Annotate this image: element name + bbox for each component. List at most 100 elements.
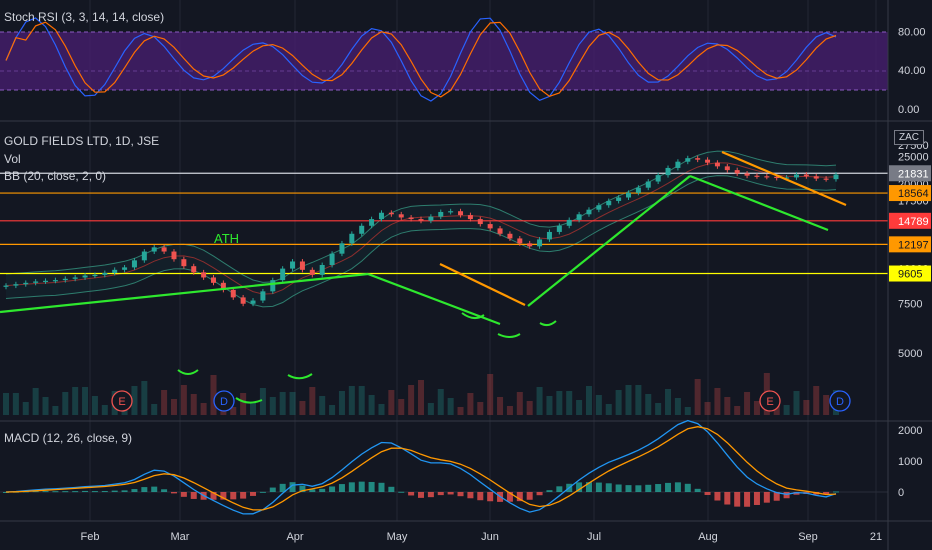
- candle-11: [112, 267, 118, 276]
- candle-6: [62, 276, 68, 283]
- candle-65: [645, 179, 651, 191]
- candle-38: [378, 210, 384, 222]
- volume-bar-35: [348, 386, 355, 415]
- macd-hist-bar-9: [91, 491, 98, 493]
- volume-bar-57: [566, 391, 573, 415]
- macd-hist-bar-14: [141, 487, 148, 492]
- macd-hist-bar-37: [368, 481, 375, 492]
- candle-68: [675, 159, 681, 171]
- volume-bar-83: [823, 395, 830, 415]
- level-tag-12197: 12197: [889, 236, 931, 253]
- candle-44: [438, 209, 444, 220]
- volume-bar-79: [783, 405, 790, 415]
- candle-74: [734, 167, 740, 176]
- volume-bars: [3, 373, 839, 415]
- macd-hist-bar-13: [131, 489, 138, 492]
- trendline-aug-orange: [721, 150, 847, 207]
- stoch-tick-0.00: 0.00: [898, 104, 919, 116]
- svg-text:E: E: [118, 396, 125, 408]
- volume-bar-44: [437, 389, 444, 415]
- svg-text:9605: 9605: [898, 269, 922, 281]
- event-marker-D-1[interactable]: D: [213, 390, 235, 412]
- svg-text:21831: 21831: [898, 168, 929, 180]
- event-marker-D-3[interactable]: D: [829, 390, 851, 412]
- volume-bar-80: [793, 391, 800, 415]
- x-label-Apr: Apr: [286, 531, 303, 543]
- macd-hist-bar-7: [72, 491, 79, 493]
- macd-hist-bar-43: [427, 492, 434, 498]
- volume-bar-56: [556, 391, 563, 415]
- x-label-21: 21: [870, 531, 882, 543]
- volume-bar-46: [457, 407, 464, 415]
- candle-81: [803, 172, 809, 179]
- volume-bar-36: [358, 386, 365, 415]
- candle-25: [250, 298, 256, 307]
- volume-bar-53: [526, 401, 533, 415]
- volume-bar-13: [131, 386, 138, 415]
- volume-bar-48: [477, 402, 484, 415]
- candle-52: [517, 236, 523, 246]
- macd-pane: [0, 419, 888, 515]
- candle-36: [359, 223, 365, 237]
- candle-35: [349, 231, 355, 246]
- macd-hist-bar-18: [180, 492, 187, 497]
- candle-69: [685, 155, 691, 165]
- candle-13: [131, 257, 137, 270]
- symbol-title[interactable]: GOLD FIELDS LTD, 1D, JSE: [4, 134, 160, 148]
- macd-hist-bar-74: [734, 492, 741, 507]
- volume-bar-20: [200, 403, 207, 415]
- volume-bar-60: [595, 395, 602, 415]
- candle-29: [290, 259, 296, 272]
- candle-61: [606, 198, 612, 208]
- macd-hist-bar-19: [190, 492, 197, 499]
- candle-34: [339, 240, 345, 257]
- event-marker-E-2[interactable]: E: [759, 390, 781, 412]
- candle-28: [280, 266, 286, 283]
- volume-bar-30: [299, 401, 306, 415]
- volume-bar-81: [803, 400, 810, 415]
- macd-hist-bar-26: [259, 491, 266, 493]
- candle-1: [13, 281, 19, 289]
- volume-bar-4: [42, 397, 49, 415]
- volume-bar-50: [497, 397, 504, 415]
- macd-hist-bar-32: [319, 488, 326, 492]
- volume-bar-16: [161, 390, 168, 415]
- volume-bar-27: [269, 397, 276, 415]
- candle-58: [576, 211, 582, 223]
- candle-46: [458, 208, 464, 218]
- candle-57: [566, 217, 572, 229]
- event-marker-E-0[interactable]: E: [111, 390, 133, 412]
- candle-5: [52, 277, 58, 284]
- macd-hist-bar-36: [358, 481, 365, 492]
- macd-hist-bar-39: [388, 486, 395, 492]
- macd-hist-bar-75: [744, 492, 751, 507]
- stoch-tick-80.00: 80.00: [898, 26, 926, 38]
- macd-hist-bar-49: [487, 492, 494, 502]
- candle-59: [586, 207, 592, 217]
- candle-43: [428, 214, 434, 224]
- macd-hist-bar-65: [645, 484, 652, 492]
- svg-text:D: D: [836, 396, 844, 408]
- macd-hist-bar-40: [398, 491, 405, 493]
- macd-hist-bar-35: [348, 482, 355, 492]
- volume-bar-6: [62, 392, 69, 415]
- candle-39: [388, 210, 394, 217]
- macd-hist-bar-30: [299, 485, 306, 492]
- volume-bar-29: [289, 392, 296, 415]
- stoch-rsi-title: Stoch RSI (3, 3, 14, 14, close): [4, 10, 165, 24]
- currency-badge[interactable]: ZAC: [894, 130, 924, 145]
- macd-hist-bar-62: [615, 484, 622, 492]
- candle-9: [92, 272, 98, 278]
- volume-bar-49: [487, 374, 494, 415]
- volume-bar-15: [151, 404, 158, 415]
- candle-66: [655, 172, 661, 184]
- macd-hist-bar-10: [101, 491, 108, 493]
- candle-70: [695, 155, 701, 163]
- volume-bar-73: [724, 397, 731, 415]
- svg-text:12197: 12197: [898, 239, 929, 251]
- volume-bar-42: [418, 380, 424, 415]
- candle-82: [813, 173, 819, 182]
- volume-bar-7: [72, 387, 79, 415]
- macd-hist-bar-83: [823, 492, 830, 495]
